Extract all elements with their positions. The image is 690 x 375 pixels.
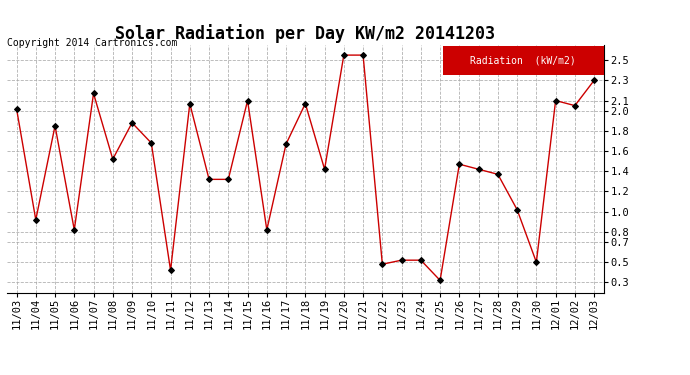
Text: Copyright 2014 Cartronics.com: Copyright 2014 Cartronics.com [7, 38, 177, 48]
Point [319, 166, 330, 172]
Point [377, 261, 388, 267]
Point [396, 257, 407, 263]
Point [338, 52, 349, 58]
Point [493, 171, 504, 177]
Point [550, 98, 561, 104]
Point [30, 217, 41, 223]
Point [415, 257, 426, 263]
Point [11, 106, 22, 112]
Title: Solar Radiation per Day KW/m2 20141203: Solar Radiation per Day KW/m2 20141203 [115, 24, 495, 44]
Point [146, 140, 157, 146]
Point [50, 123, 61, 129]
Point [454, 161, 465, 167]
Point [511, 207, 522, 213]
Point [569, 103, 580, 109]
Point [281, 141, 292, 147]
Point [435, 278, 446, 284]
Point [357, 52, 368, 58]
Point [184, 100, 195, 106]
Point [473, 166, 484, 172]
Point [589, 77, 600, 83]
Point [204, 176, 215, 182]
Point [262, 227, 273, 233]
Point [88, 90, 99, 96]
Point [126, 120, 137, 126]
Point [107, 156, 118, 162]
Point [299, 100, 310, 106]
Point [242, 98, 253, 104]
Point [531, 259, 542, 265]
Point [165, 267, 176, 273]
Point [69, 227, 80, 233]
Point [223, 176, 234, 182]
